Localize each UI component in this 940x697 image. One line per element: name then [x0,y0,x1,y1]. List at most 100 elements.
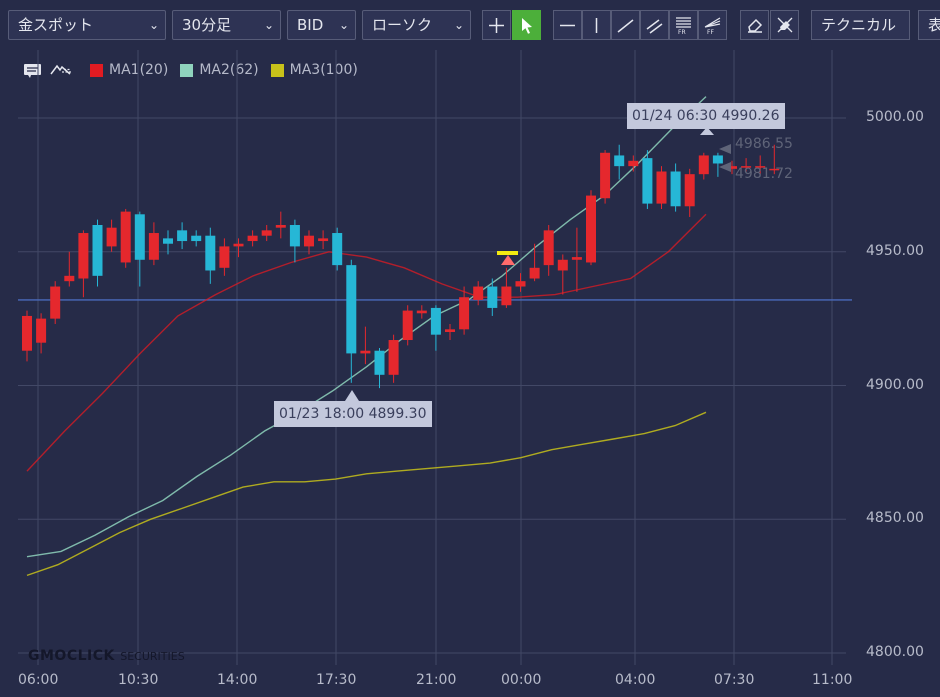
candle-body [346,265,357,354]
candle-body [557,259,568,271]
signal-bar-marker [497,251,518,255]
candle-body [628,160,639,167]
price-tag-arrow-upper [719,144,731,154]
candle-body [459,297,470,330]
timeframe-select[interactable]: 30分足 ⌄ [172,10,281,40]
fibonacci-fan-button[interactable]: FF [698,10,727,40]
candle-body [727,166,737,169]
vertical-line-button[interactable] [582,10,611,40]
candle-body [769,168,780,171]
candle-body [332,233,343,266]
candle-body [388,340,399,375]
display-button[interactable]: 表 [918,10,940,40]
grid [18,50,846,665]
candle-body [600,152,611,199]
candle-body [233,243,244,247]
x-tick-label: 04:00 [615,672,656,688]
fibonacci-fan-icon: FF [704,16,721,35]
candle-body [656,171,667,204]
svg-text:FR: FR [678,29,686,35]
candle-body [642,158,653,204]
candle-body [741,166,752,168]
parallel-lines-button[interactable] [640,10,669,40]
eraser-icon [747,18,762,33]
candle-body [755,166,766,168]
horizontal-line-button[interactable] [553,10,582,40]
legend-toggle-icon[interactable] [48,61,74,79]
chart-style-label: ローソク [372,16,433,34]
chart-style-select[interactable]: ローソク ⌄ [362,10,471,40]
candle-body [445,329,455,332]
price-chart[interactable] [0,50,940,697]
high-tooltip-pointer [700,127,714,135]
candle-body [416,310,427,314]
technical-button[interactable]: テクニカル [811,10,910,40]
candle-body [78,233,89,279]
candle-body [670,171,681,207]
x-tick-label: 06:00 [18,672,59,688]
candle-body [402,310,413,341]
x-tick-label: 10:30 [118,672,159,688]
candle-body [360,350,371,354]
candle-body [106,227,117,247]
x-tick-label: 17:30 [316,672,357,688]
candle-body [473,286,484,300]
legend-label-ma3: MA3(100) [289,62,358,78]
candle-body [614,155,625,167]
candle-body [148,233,159,260]
candle-body [543,230,554,266]
svg-text:FF: FF [707,29,714,35]
candle-body [698,155,709,175]
gmo-click-logo: GMOCLICK SECURITIES [28,648,185,664]
candle-body [92,225,103,276]
fibonacci-retracement-icon: FR [676,16,691,35]
candle-body [712,155,723,164]
trend-line-button[interactable] [611,10,640,40]
high-tooltip: 01/24 06:30 4990.26 [627,103,785,129]
comment-icon[interactable] [22,61,44,79]
symbol-label: 金スポット [18,16,94,34]
candle-body [586,195,596,263]
candle-body [529,267,540,279]
candle-body [304,235,314,247]
low-tooltip-pointer [345,390,359,401]
timeframe-label: 30分足 [182,16,232,34]
candle-body [487,286,498,308]
candle-body [275,225,286,228]
candle-body [36,318,47,343]
ma-line-1 [26,213,707,472]
candle-body [205,235,216,271]
candle-body [191,235,202,242]
candle-body [261,230,272,236]
pointer-button[interactable] [512,10,541,40]
x-tick-label: 14:00 [217,672,258,688]
symbol-select[interactable]: 金スポット ⌄ [8,10,166,40]
price-tag-arrow-lower [719,162,731,172]
candle-body [374,350,385,375]
candle-body [64,275,75,282]
eraser-button[interactable] [740,10,769,40]
y-tick-label: 4950.00 [866,242,924,259]
legend-item-ma2: MA2(62) [180,62,259,78]
price-tag-lower: 4981.72 [735,166,793,182]
signal-arrow-marker [501,255,515,265]
candle-body [430,307,441,335]
price-type-select[interactable]: BID ⌄ [287,10,356,40]
chevron-down-icon: ⌄ [148,18,159,32]
chevron-down-icon: ⌄ [263,18,274,32]
x-tick-label: 07:30 [714,672,755,688]
candle-body [571,257,582,260]
candle-body [318,238,329,242]
clear-all-button[interactable] [770,10,799,40]
y-tick-label: 4900.00 [866,376,924,393]
ma1-swatch [90,63,103,77]
fibonacci-retracement-button[interactable]: FR [669,10,698,40]
crosshair-button[interactable] [482,10,511,40]
parallel-lines-icon [646,18,663,34]
candle-body [50,286,61,319]
legend: MA1(20) MA2(62) MA3(100) [22,60,370,80]
legend-label-ma2: MA2(62) [199,62,259,78]
candle-body [120,211,131,263]
crosshair-icon [489,17,504,33]
price-type-label: BID [297,16,324,34]
